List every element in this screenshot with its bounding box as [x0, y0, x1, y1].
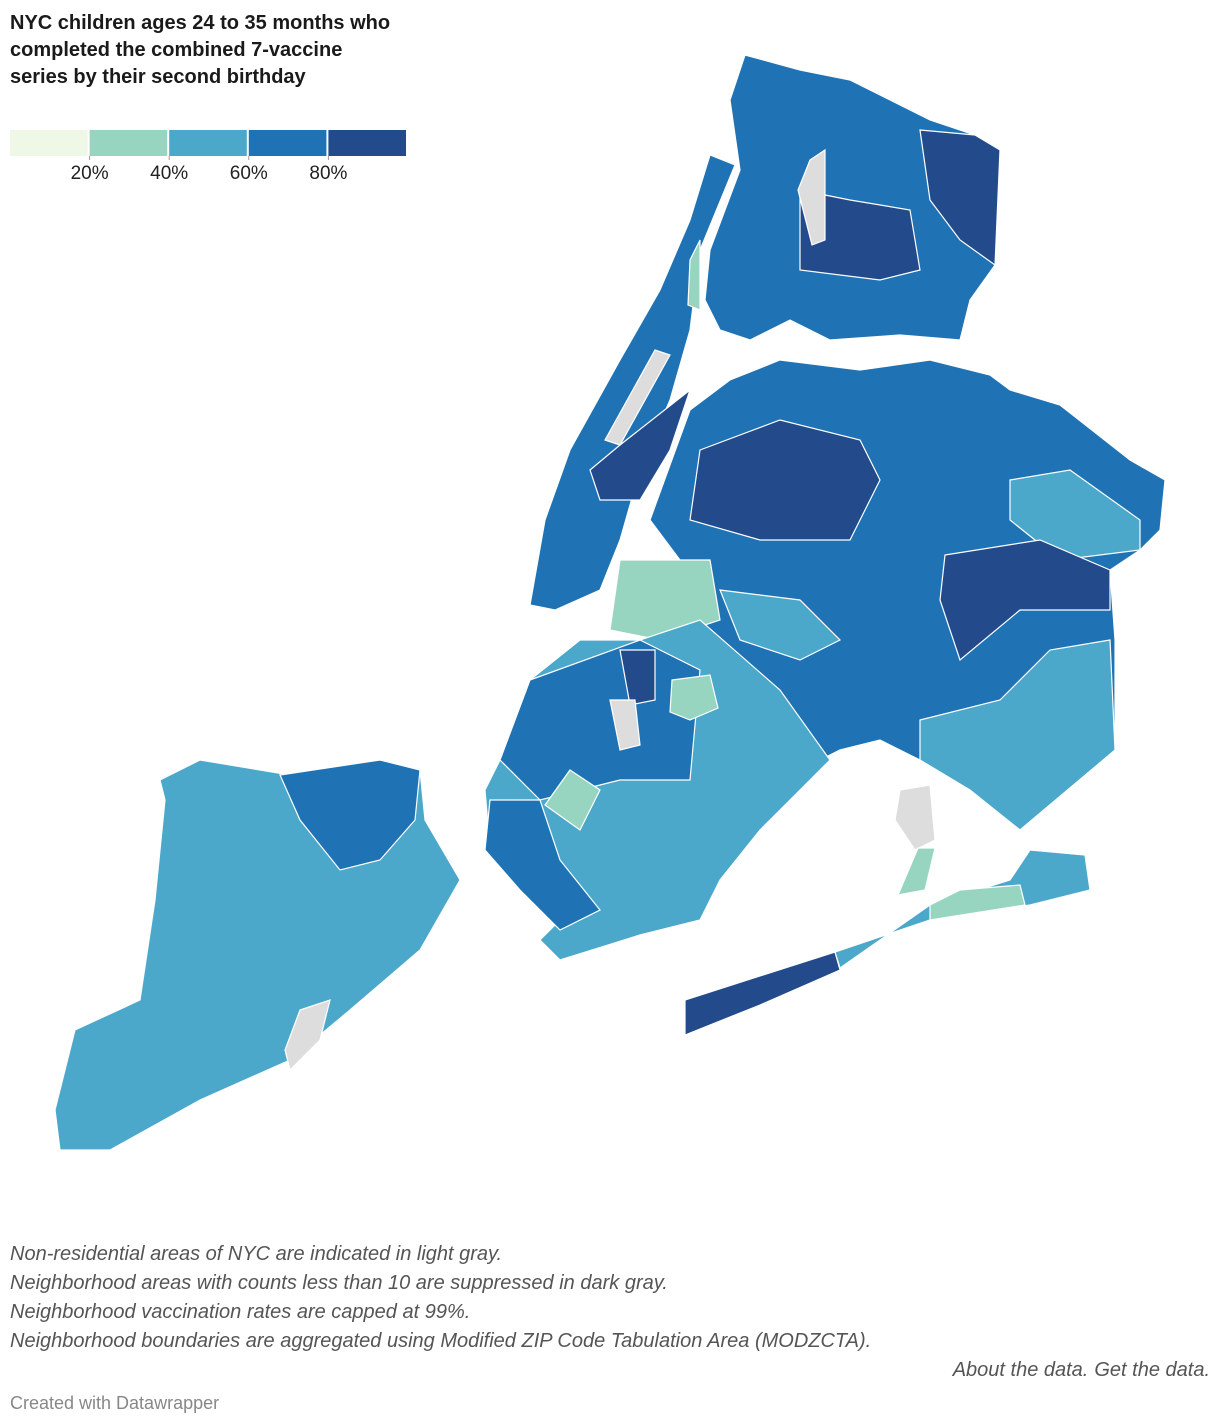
region — [484, 799, 601, 931]
region — [897, 847, 936, 896]
legend: 20% 40% 60% 80% — [10, 130, 406, 184]
legend-swatch — [248, 130, 327, 156]
note: Neighborhood vaccination rates are cappe… — [10, 1301, 471, 1323]
region — [704, 54, 1001, 341]
title: NYC children ages 24 to 35 months who co… — [10, 12, 391, 88]
legend-swatch — [169, 130, 247, 156]
non-residential — [797, 148, 826, 246]
region — [619, 649, 656, 706]
region — [499, 639, 701, 801]
region — [689, 419, 881, 541]
staten-island — [54, 759, 461, 1151]
link[interactable]: About the data. — [952, 1359, 1089, 1381]
legend-swatch — [10, 130, 88, 156]
manhattan — [529, 154, 736, 611]
link[interactable]: Get the data. — [1094, 1359, 1210, 1381]
region — [279, 759, 421, 871]
note: Neighborhood boundaries are aggregated u… — [10, 1330, 872, 1352]
links: About the data. Get the data. — [10, 1356, 1210, 1385]
region — [939, 539, 1111, 662]
notes: Non-residential areas of NYC are indicat… — [10, 1240, 1210, 1385]
region — [687, 239, 701, 311]
legend-swatch — [89, 130, 168, 156]
bronx — [704, 54, 1001, 341]
non-residential — [894, 784, 936, 851]
region — [1009, 469, 1141, 561]
region — [929, 884, 1026, 921]
legend-tick-label: 40% — [150, 163, 188, 184]
region — [669, 674, 719, 721]
non-residential — [284, 999, 331, 1072]
region — [589, 388, 692, 501]
non-residential — [604, 349, 671, 446]
region — [684, 951, 841, 1036]
rockaway — [684, 849, 1091, 1036]
brooklyn — [484, 619, 831, 961]
region — [719, 589, 842, 661]
region — [919, 129, 1001, 267]
region — [544, 769, 601, 831]
note: Neighborhood areas with counts less than… — [10, 1272, 668, 1294]
legend-tick-label: 20% — [71, 163, 109, 184]
non-residential — [609, 699, 641, 751]
note: Non-residential areas of NYC are indicat… — [10, 1243, 503, 1265]
legend-swatch — [328, 130, 406, 156]
legend-tick-label: 60% — [230, 163, 268, 184]
region — [799, 189, 921, 281]
legend-tick-label: 80% — [309, 163, 347, 184]
queens — [609, 359, 1166, 896]
region — [919, 639, 1116, 831]
credit: Created with Datawrapper — [10, 1393, 220, 1413]
map — [54, 54, 1166, 1151]
